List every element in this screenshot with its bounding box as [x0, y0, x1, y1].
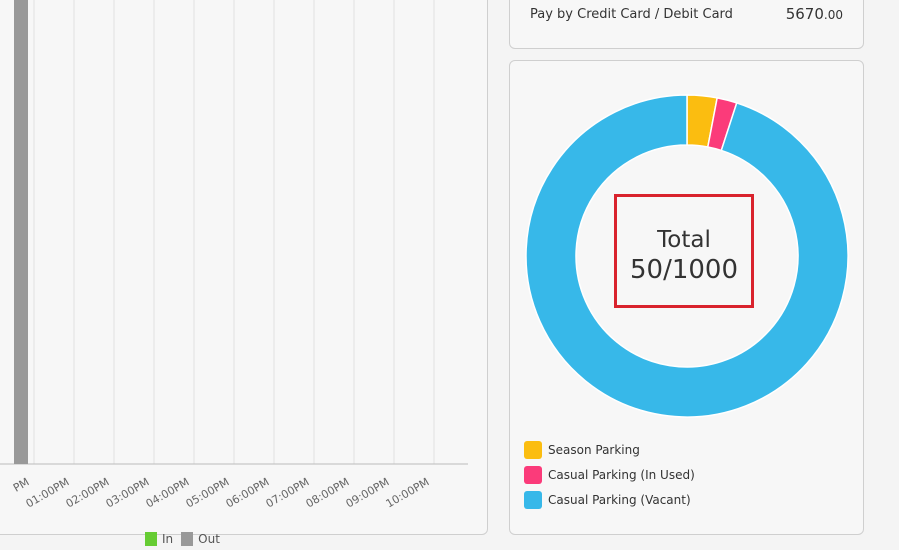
- parking-donut-panel: Total 50/1000 Season Parking Casual Park…: [509, 60, 864, 535]
- x-tick-label: 08:00PM: [304, 475, 352, 510]
- x-tick-label: PM: [11, 475, 31, 494]
- legend-swatch-season: [524, 440, 542, 459]
- x-tick-label: 01:00PM: [24, 475, 72, 510]
- legend-label-casual-vacant[interactable]: Casual Parking (Vacant): [548, 492, 691, 507]
- in-out-chart-panel: [0, 0, 488, 535]
- bar-chart-x-ticks: PM01:00PM02:00PM03:00PM04:00PM05:00PM06:…: [11, 475, 431, 510]
- legend-label-casual-in-used[interactable]: Casual Parking (In Used): [548, 467, 695, 482]
- payment-summary-card: Pay by Credit Card / Debit Card 5670.00: [509, 0, 864, 49]
- donut-center-value: 50/1000: [629, 255, 738, 285]
- x-tick-label: 05:00PM: [184, 475, 232, 510]
- parking-donut-chart: [525, 94, 849, 418]
- legend-swatch-casual-in-used: [524, 465, 542, 484]
- x-tick-label: 09:00PM: [344, 475, 392, 510]
- legend-item-season-parking[interactable]: Season Parking: [524, 437, 695, 462]
- x-tick-label: 07:00PM: [264, 475, 312, 510]
- bar-chart-legend[interactable]: In Out: [145, 532, 228, 546]
- payment-amount: 5670.00: [786, 5, 843, 23]
- legend-label-out[interactable]: Out: [198, 532, 220, 546]
- x-tick-label: 06:00PM: [224, 475, 272, 510]
- legend-swatch-out: [181, 532, 194, 546]
- bar-chart-grid: [0, 0, 468, 465]
- in-out-bar-chart: PM01:00PM02:00PM03:00PM04:00PM05:00PM06:…: [0, 0, 468, 511]
- x-tick-label: 02:00PM: [64, 475, 112, 510]
- legend-item-casual-vacant[interactable]: Casual Parking (Vacant): [524, 487, 695, 512]
- legend-label-in[interactable]: In: [162, 532, 174, 546]
- bar-chart-bars: [14, 0, 28, 464]
- x-tick-label: 04:00PM: [144, 475, 192, 510]
- donut-slices: [525, 94, 849, 418]
- donut-center-total: Total 50/1000: [614, 194, 754, 308]
- legend-item-casual-in-used[interactable]: Casual Parking (In Used): [524, 462, 695, 487]
- x-tick-label: 10:00PM: [384, 475, 432, 510]
- donut-legend[interactable]: Season Parking Casual Parking (In Used) …: [524, 437, 695, 512]
- legend-swatch-casual-vacant: [524, 490, 542, 509]
- legend-label-season[interactable]: Season Parking: [548, 442, 640, 457]
- legend-swatch-in: [145, 532, 157, 546]
- payment-amount-main: 5670: [785, 5, 824, 23]
- x-tick-label: 03:00PM: [104, 475, 152, 510]
- donut-center-title: Total: [657, 227, 711, 253]
- payment-method-label: Pay by Credit Card / Debit Card: [530, 7, 733, 22]
- payment-amount-cents: .00: [823, 8, 843, 22]
- bar-out[interactable]: [14, 0, 28, 464]
- donut-slice-2[interactable]: [525, 94, 849, 418]
